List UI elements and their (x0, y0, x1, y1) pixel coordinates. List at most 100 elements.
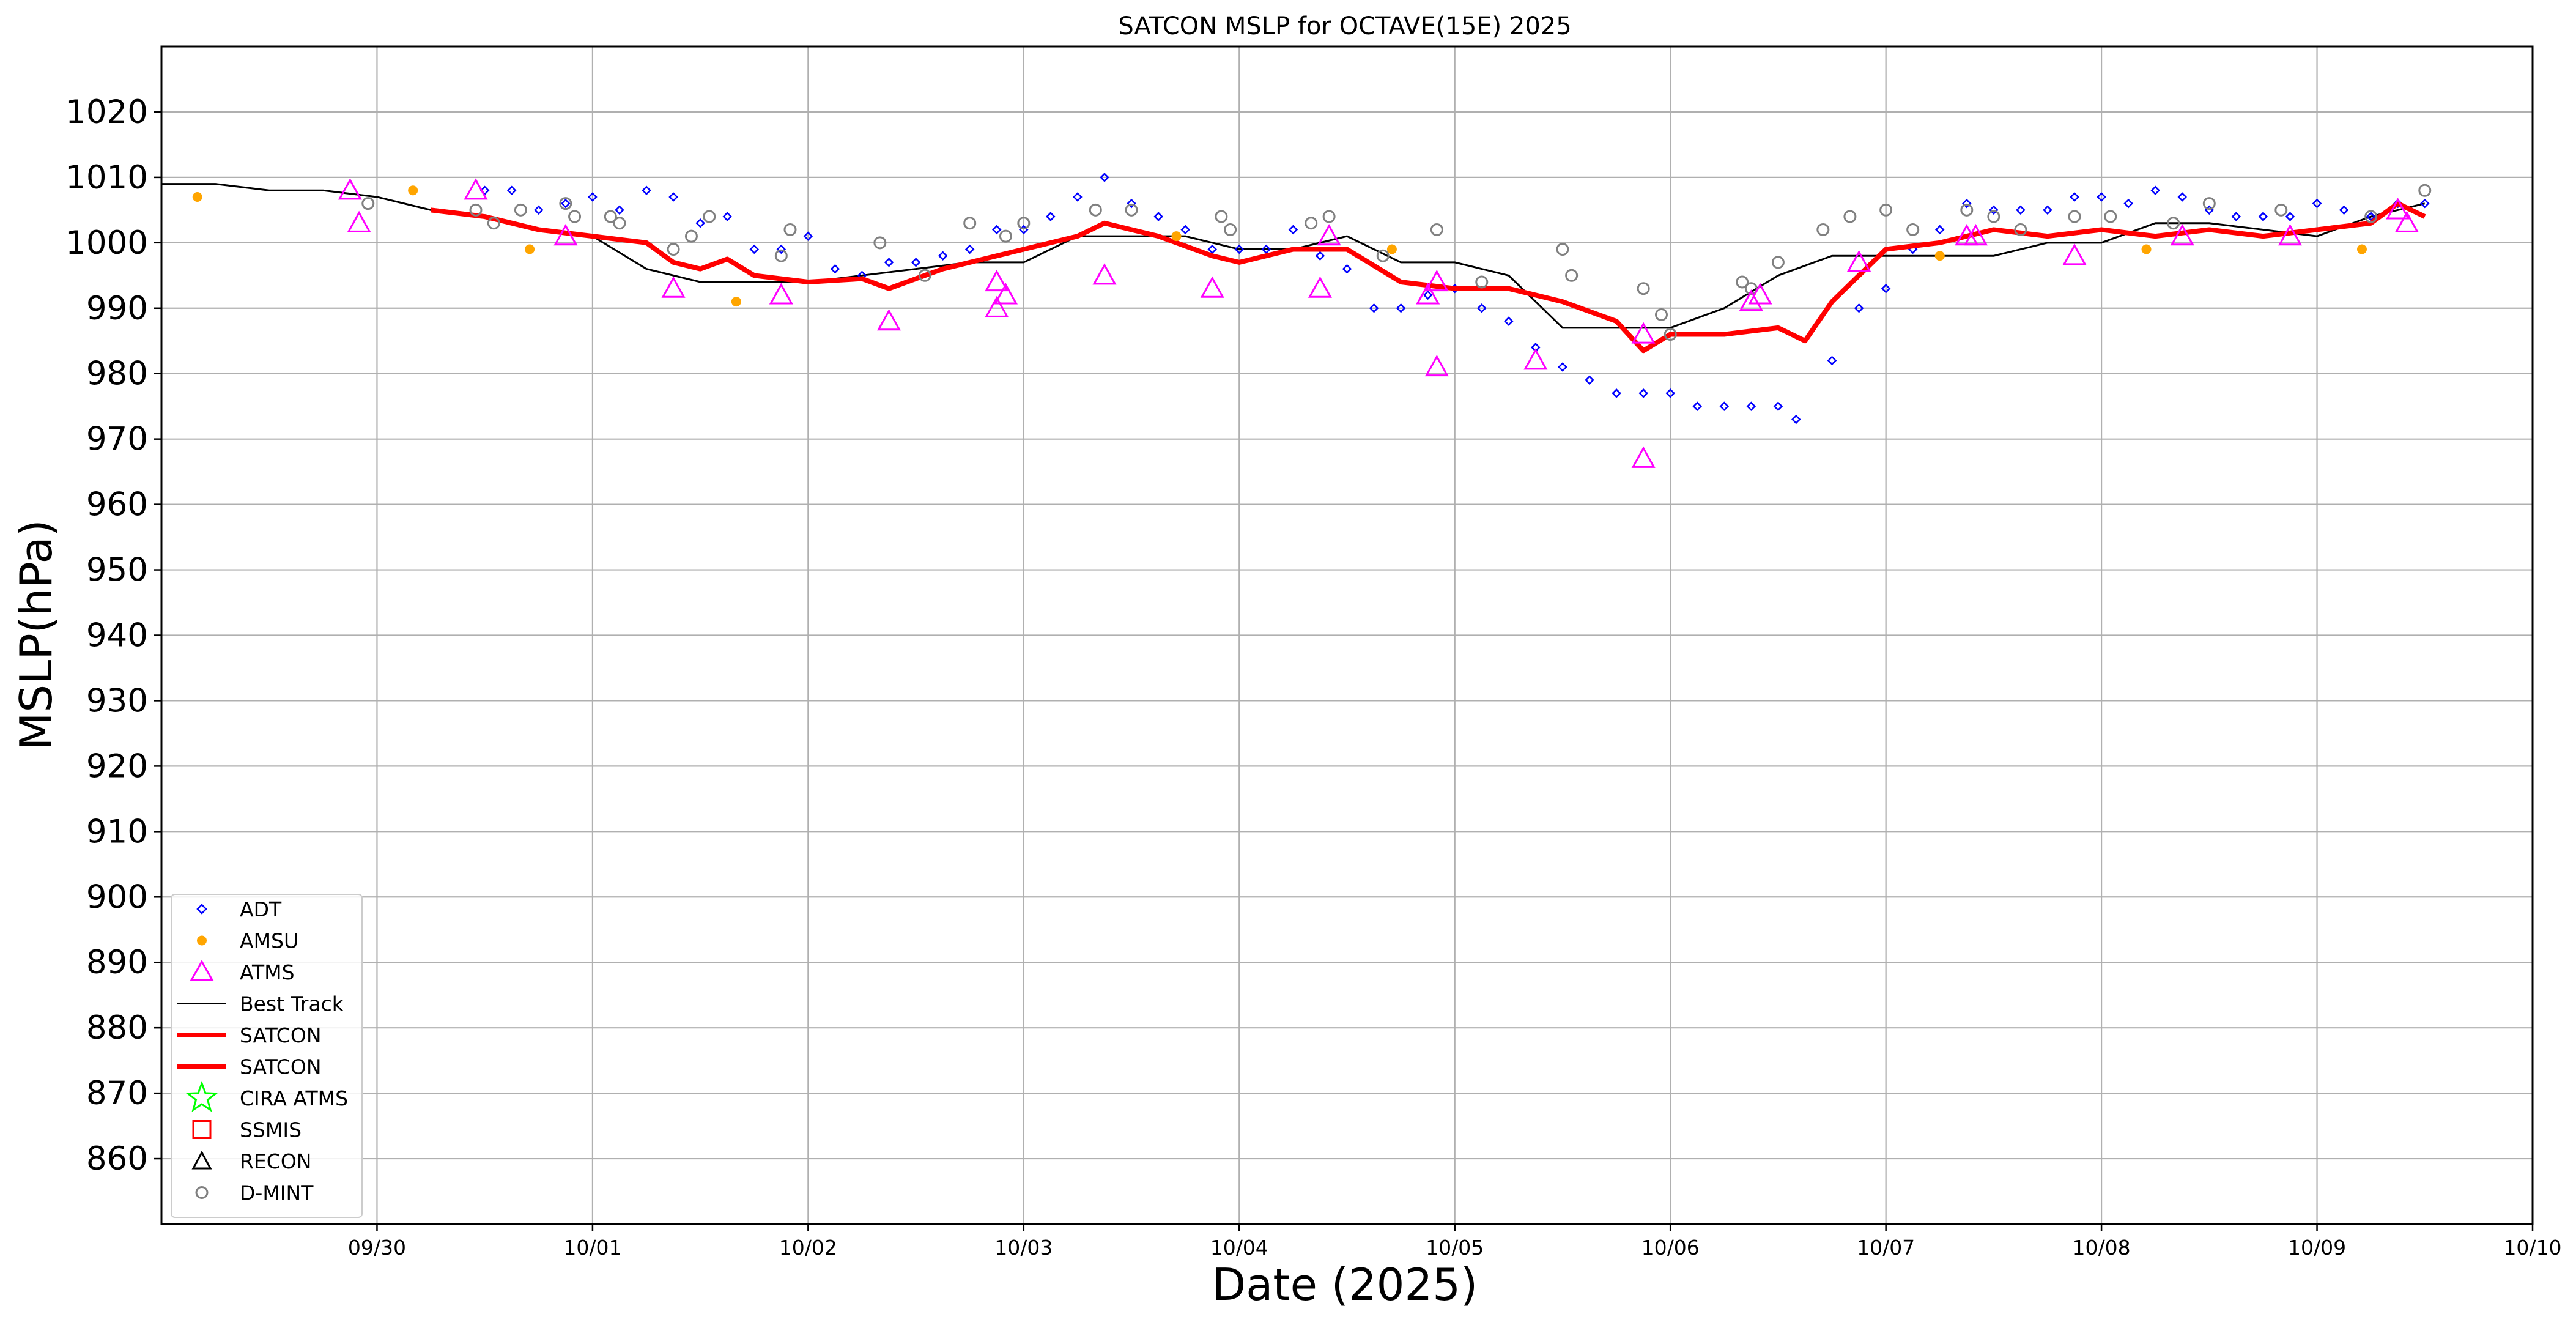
amsu-point (1934, 251, 1945, 261)
x-tick-label: 10/10 (2503, 1236, 2561, 1260)
dmint-point (1664, 328, 1677, 341)
legend-entry: SATCON (177, 1055, 322, 1079)
legend-label: SATCON (240, 1055, 322, 1079)
adt-point (1827, 355, 1837, 366)
amsu-point (408, 185, 418, 196)
adt-point (1046, 212, 1056, 221)
legend-entry: RECON (191, 1149, 311, 1173)
atms-point (347, 210, 371, 232)
y-tick-label: 860 (86, 1140, 148, 1178)
adt-point (1989, 205, 1999, 215)
adt-point (803, 231, 813, 241)
adt-point (1692, 401, 1703, 411)
legend-label: SATCON (240, 1023, 322, 1047)
adt-point (884, 258, 894, 267)
y-tick-label: 870 (86, 1075, 148, 1112)
atms-point (993, 283, 1018, 305)
dmint-point (684, 229, 698, 243)
dmint-point (2167, 217, 2180, 230)
adt-point (1288, 225, 1298, 235)
dmint-point (604, 210, 617, 223)
adt-point (615, 205, 624, 215)
adt-point (1477, 303, 1487, 313)
atms-point (1748, 283, 1772, 305)
atms-point (338, 178, 362, 200)
x-tick-label: 10/07 (1857, 1236, 1915, 1260)
x-tick-label: 10/09 (2288, 1236, 2346, 1260)
dmint-point (2014, 223, 2027, 236)
atms-point (1424, 354, 1449, 377)
amsu-point (1386, 244, 1397, 254)
x-tick-label: 10/05 (1426, 1236, 1484, 1260)
adt-point (830, 264, 840, 274)
legend-recon-marker (191, 1150, 212, 1170)
y-tick-label: 940 (86, 617, 148, 655)
legend-box (171, 894, 363, 1218)
dmint-point (703, 210, 716, 223)
x-tick-label: 10/02 (779, 1236, 837, 1260)
x-tick-label: 10/06 (1641, 1236, 1700, 1260)
legend-entry: ADT (196, 897, 282, 921)
adt-point (1153, 212, 1163, 221)
dmint-point (1475, 275, 1489, 289)
atms-point (876, 309, 901, 331)
atms-point (985, 295, 1009, 317)
dmint-point (2274, 203, 2288, 217)
dmint-point (469, 203, 483, 217)
legend-entry: D-MINT (195, 1181, 314, 1205)
atms-point (661, 276, 686, 298)
adt-point (938, 251, 948, 261)
legend-entry: Best Track (177, 992, 344, 1016)
atms-point (1308, 276, 1332, 298)
y-tick-label: 1000 (65, 225, 148, 262)
adt-point (1234, 244, 1245, 254)
dmint-point (1305, 217, 1318, 230)
atms-point (769, 283, 793, 305)
legend-entry: ATMS (190, 959, 295, 984)
adt-point (1342, 264, 1352, 274)
amsu-point (2141, 244, 2152, 254)
dmint-point (2202, 197, 2216, 210)
dmint-point (487, 217, 500, 230)
dmint-point (1879, 203, 1893, 217)
amsu-point (731, 297, 741, 307)
adt-point (561, 198, 571, 209)
dmint-point (1215, 210, 1228, 223)
adt-point (2339, 205, 2349, 215)
dmint-point (1843, 210, 1857, 223)
dmint-point (918, 269, 931, 282)
dmint-point (999, 229, 1012, 243)
y-tick-label: 1010 (65, 159, 148, 196)
y-tick-label: 990 (86, 290, 148, 327)
dmint-point (1565, 269, 1579, 282)
adt-point (2231, 212, 2241, 221)
dmint-point (361, 197, 375, 210)
adt-point (2097, 192, 2106, 202)
atms-point (1631, 446, 1656, 468)
adt-point (1207, 244, 1217, 254)
dmint-point (963, 217, 977, 230)
legend-label: ATMS (240, 960, 295, 984)
adt-point (911, 258, 921, 267)
dmint-point (2364, 210, 2378, 223)
adt-point (1127, 198, 1136, 209)
x-tick-label: 09/30 (348, 1236, 406, 1260)
amsu-point (1171, 231, 1182, 242)
adt-point (1369, 303, 1379, 313)
legend-entry: SSMIS (192, 1118, 302, 1142)
adt-point (1558, 362, 1567, 372)
legend-entry: AMSU (197, 929, 298, 953)
y-tick-label: 930 (86, 682, 148, 719)
adt-point (2312, 198, 2322, 209)
atms-point (1424, 269, 1449, 292)
y-tick-label: 920 (86, 748, 148, 785)
dmint-point (559, 197, 572, 210)
legend-label: AMSU (240, 929, 298, 953)
dmint-point (2068, 210, 2081, 223)
adt-point (2016, 205, 2026, 215)
adt-point (722, 212, 732, 221)
atms-point (1963, 224, 1988, 246)
legend-entry: CIRA ATMS (185, 1080, 348, 1112)
